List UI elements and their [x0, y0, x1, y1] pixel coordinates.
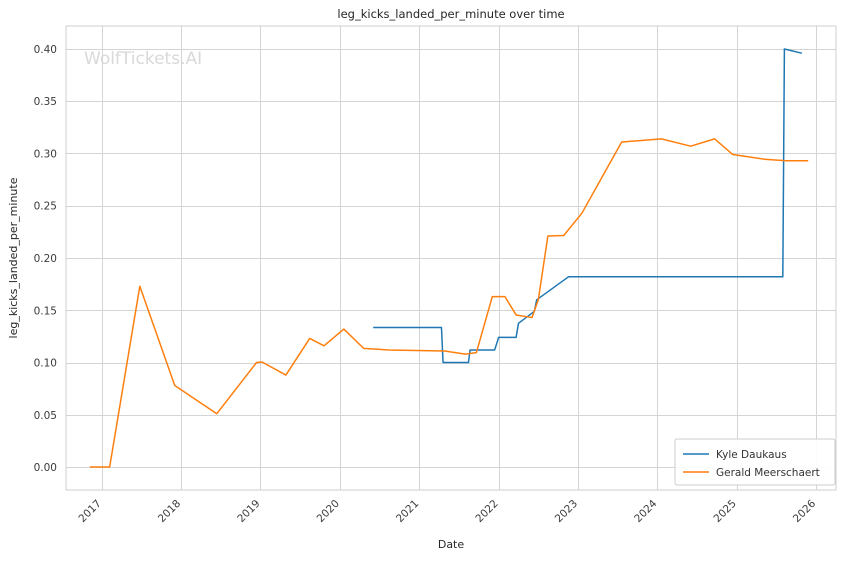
y-tick-label-1: 0.05 [34, 410, 57, 422]
legend-label-0: Kyle Daukaus [716, 449, 787, 461]
plot-area-border [65, 25, 837, 491]
y-tick-label-0: 0.00 [34, 462, 57, 474]
y-tick-label-8: 0.40 [34, 44, 57, 56]
y-tick-label-2: 0.10 [34, 358, 57, 370]
y-axis-label: leg_kicks_landed_per_minute [7, 177, 20, 338]
chart-title: leg_kicks_landed_per_minute over time [337, 7, 564, 21]
x-axis-label: Date [438, 538, 465, 551]
y-tick-label-3: 0.15 [34, 305, 57, 317]
series-line-1 [89, 138, 809, 468]
legend-box [674, 438, 836, 486]
x-gridlines [102, 26, 817, 490]
y-tick-label-5: 0.25 [34, 201, 57, 213]
y-tick-label-6: 0.30 [34, 148, 57, 160]
y-tick-labels: 0.00 0.05 0.10 0.15 0.20 0.25 0.30 0.35 0.40 [34, 44, 57, 474]
series-line-0 [373, 48, 803, 364]
watermark-text: WolfTickets.AI [84, 49, 202, 69]
series-lines [89, 48, 809, 468]
y-gridlines [66, 49, 836, 468]
chart-legend[interactable]: Kyle Daukaus Gerald Meerschaert [674, 438, 836, 486]
y-tick-label-7: 0.35 [34, 96, 57, 108]
legend-label-1: Gerald Meerschaert [716, 467, 820, 479]
y-tick-label-4: 0.20 [34, 253, 57, 265]
